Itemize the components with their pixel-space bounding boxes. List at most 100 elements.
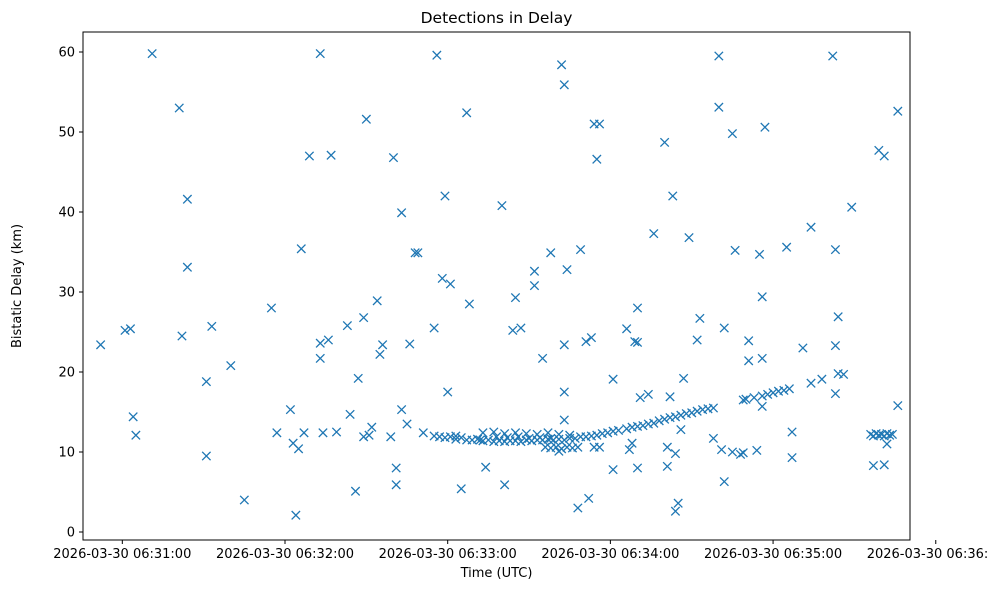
data-point [499,480,510,490]
data-point [670,506,681,516]
data-point [326,150,336,160]
data-point [456,484,466,494]
data-point [516,323,526,333]
data-point [182,194,193,204]
data-point [668,191,678,201]
data-point [692,335,702,345]
data-point [358,312,369,323]
x-tick-label: 2026-03-30 06:34:00 [541,547,679,562]
data-point [396,208,407,218]
data-point [391,463,401,473]
data-point [120,325,130,336]
data-point [315,48,325,59]
x-axis: 2026-03-30 06:31:00 2026-03-30 06:32:00 20… [53,540,989,562]
data-point [543,428,553,438]
data-point [440,191,450,201]
data-point [868,460,879,471]
data-point [632,463,643,473]
data-point [372,296,382,306]
data-point [638,420,648,431]
data-point [315,338,325,348]
data-point [784,384,794,394]
data-point [649,228,659,239]
data-point [673,498,683,508]
data-point [451,434,461,444]
data-point [738,395,748,405]
data-point [315,353,325,364]
data-point [177,331,187,341]
data-point [632,337,643,348]
data-point [762,389,773,400]
data-point [787,427,797,437]
data-point [833,312,843,322]
data-point [388,152,399,163]
data-point [659,137,670,148]
data-point [744,336,754,346]
data-point [592,154,602,164]
data-point [665,392,675,402]
data-point [437,273,447,284]
data-point [489,427,499,437]
y-tick-label: 20 [58,366,75,381]
data-point [649,418,659,428]
data-point [285,404,296,415]
y-tick-label: 40 [58,206,75,221]
data-point [781,242,792,252]
data-point [475,435,485,445]
data-point [266,303,277,313]
data-point [364,430,374,440]
data-point [603,428,613,438]
data-point [293,444,304,454]
data-point [621,324,632,334]
data-point [456,432,466,443]
data-point [128,412,138,422]
data-point [304,151,315,161]
data-point [147,48,157,59]
data-point [798,343,808,353]
data-point [391,480,401,490]
data-point [432,50,442,60]
data-point [502,432,513,443]
data-point [483,435,494,445]
data-point [573,442,583,452]
data-point [830,244,841,255]
data-point [291,510,301,520]
data-point [226,360,236,371]
data-point [632,303,643,313]
data-point [358,432,369,442]
data-point [478,428,488,438]
data-point [676,424,686,435]
y-tick-label: 50 [58,126,75,141]
data-point [621,424,632,434]
data-point [125,324,136,334]
data-point [499,428,510,439]
data-point [757,353,767,364]
data-point [893,106,903,116]
data-point [584,493,594,504]
chart-title: Detections in Delay [421,9,573,27]
data-point [678,373,689,384]
data-point [402,419,412,429]
data-point [730,245,740,256]
data-point [643,389,654,400]
y-tick-label: 30 [58,286,75,301]
data-point [893,400,903,411]
data-point [885,430,895,440]
data-point [413,248,423,258]
data-point [828,51,838,61]
data-point [565,430,575,440]
x-axis-label: Time (UTC) [460,566,533,581]
data-point [662,442,672,452]
data-point [529,266,540,276]
data-point [830,388,841,399]
data-point [608,464,618,475]
y-tick-label: 0 [67,526,75,541]
data-point [608,374,618,384]
data-point [367,422,377,432]
data-point [513,432,523,442]
data-point [524,433,534,444]
data-point [735,449,746,460]
data-point [559,340,569,350]
data-point [847,202,857,212]
data-point [508,325,518,336]
